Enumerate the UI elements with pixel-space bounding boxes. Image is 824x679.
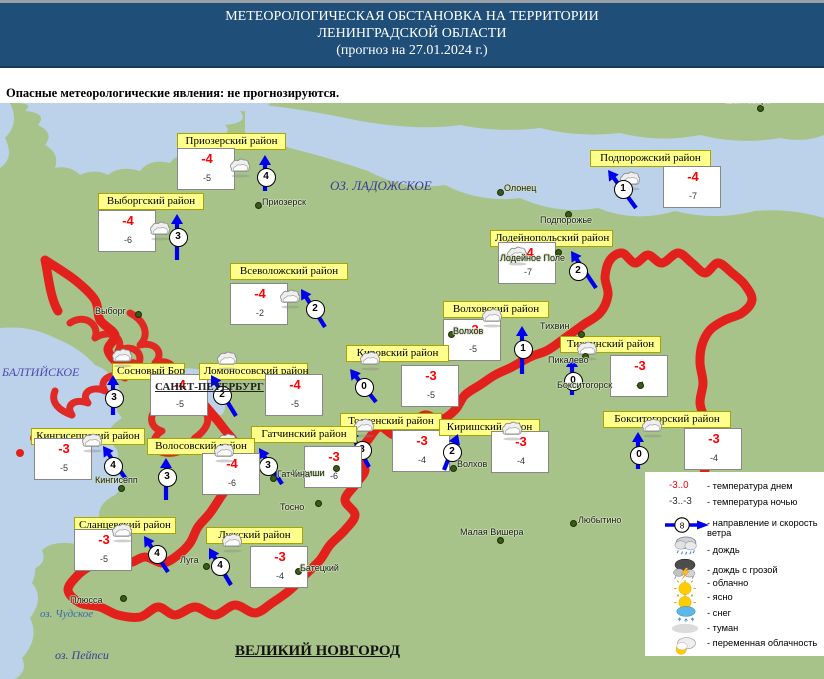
svg-text:8: 8: [680, 520, 685, 530]
